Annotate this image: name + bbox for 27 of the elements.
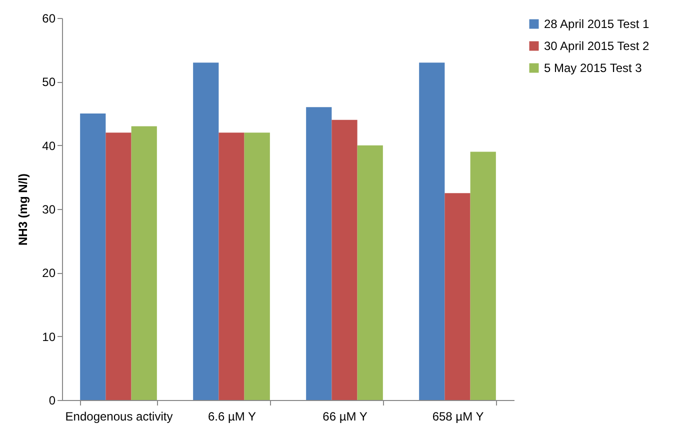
bar: [218, 132, 244, 400]
y-tick-label: 60: [42, 12, 56, 26]
x-tick-label: Endogenous activity: [65, 410, 173, 424]
y-tick-label: 10: [42, 330, 56, 344]
bar: [244, 132, 270, 400]
x-tick-label: 66 µM Y: [322, 410, 368, 424]
x-tick-label: 6.6 µM Y: [208, 410, 256, 424]
legend-label: 5 May 2015 Test 3: [544, 61, 642, 75]
bar: [306, 107, 332, 400]
y-tick-label: 0: [48, 394, 56, 408]
bar: [80, 114, 106, 400]
bar: [131, 126, 157, 400]
y-axis-title: NH3 (mg N/l): [16, 173, 30, 246]
y-tick-label: 50: [42, 75, 56, 90]
legend-label: 30 April 2015 Test 2: [544, 39, 650, 53]
y-tick-label: 40: [42, 138, 56, 153]
bar: [106, 132, 132, 400]
bar: [470, 152, 496, 400]
y-tick-label: 30: [42, 202, 56, 216]
x-tick-label: 658 µM Y: [432, 410, 484, 424]
legend-label: 28 April 2015 Test 1: [544, 17, 650, 31]
bar: [332, 120, 358, 400]
bar: [419, 62, 445, 400]
bar: [444, 193, 470, 400]
bar: [357, 145, 383, 400]
bar: [193, 62, 219, 400]
y-tick-label: 20: [42, 266, 56, 280]
